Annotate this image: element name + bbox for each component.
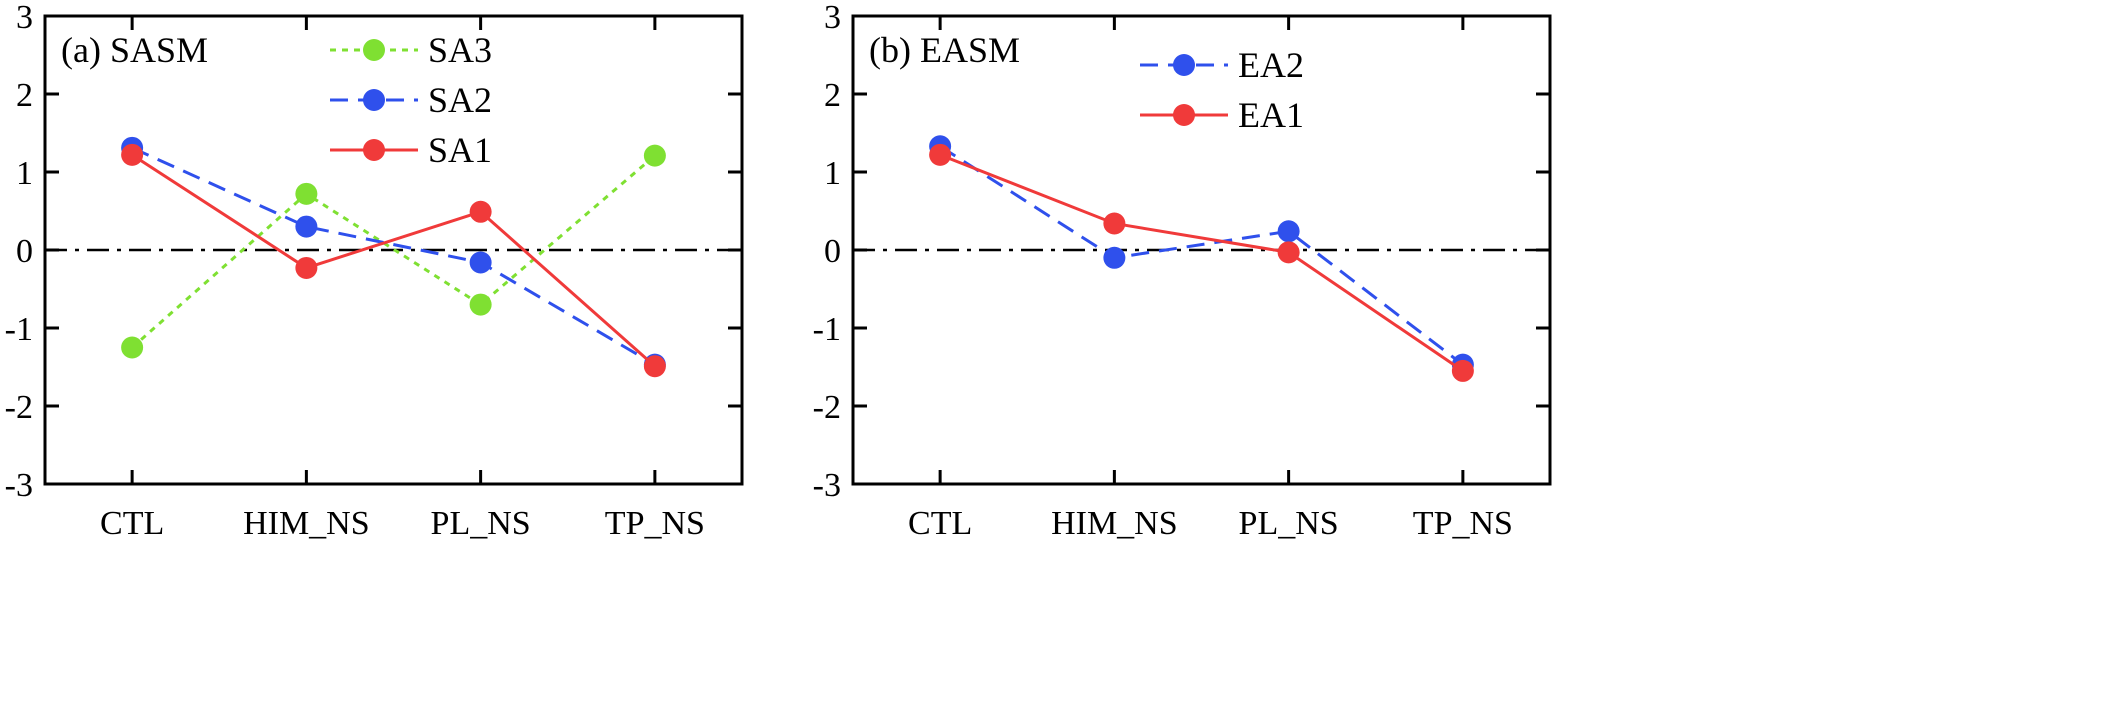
- panel-title: (b) EASM: [869, 30, 1020, 70]
- legend-label-sa3: SA3: [428, 30, 492, 70]
- panel-title: (a) SASM: [61, 30, 208, 70]
- x-tick-label: HIM_NS: [1051, 505, 1178, 542]
- x-tick-label: TP_NS: [1413, 505, 1513, 542]
- data-point-sa3: [469, 293, 492, 316]
- y-tick-label: 1: [824, 155, 841, 192]
- data-point-ea1: [1277, 241, 1300, 264]
- legend-marker-sa1: [363, 139, 385, 161]
- y-tick-label: -3: [813, 467, 841, 504]
- y-tick-label: -1: [813, 311, 841, 348]
- y-tick-label: -1: [5, 311, 33, 348]
- legend-marker-ea1: [1173, 104, 1195, 126]
- x-tick-label: CTL: [100, 505, 164, 542]
- y-tick-label: 3: [16, 0, 33, 36]
- data-point-sa3: [295, 182, 318, 205]
- y-tick-label: -2: [813, 389, 841, 426]
- x-tick-label: PL_NS: [1239, 505, 1339, 542]
- panel-b-easm: 3 2 1 0 -1 -2 -3 CTL HIM_NS PL_NS TP_NS (b) EASM EA2…: [813, 0, 1552, 542]
- series-line-sa2: [131, 146, 656, 366]
- y-tick-label: 0: [16, 233, 33, 270]
- legend-label-ea1: EA1: [1238, 95, 1304, 135]
- y-tick-label: -2: [5, 389, 33, 426]
- legend-label-sa1: SA1: [428, 130, 492, 170]
- y-tick-label: -3: [5, 467, 33, 504]
- y-tick-label: 3: [824, 0, 841, 36]
- legend-label-ea2: EA2: [1238, 45, 1304, 85]
- x-tick-label: TP_NS: [605, 505, 705, 542]
- legend-marker-ea2: [1173, 54, 1195, 76]
- data-point-sa1: [469, 200, 492, 223]
- legend-marker-sa3: [363, 39, 385, 61]
- series-line-ea1: [939, 153, 1464, 373]
- x-tick-label: CTL: [908, 505, 972, 542]
- data-point-sa3: [643, 144, 666, 167]
- y-tick-label: 2: [824, 77, 841, 114]
- legend-marker-sa2: [363, 89, 385, 111]
- data-point-ea2: [1103, 246, 1126, 269]
- data-point-sa2: [295, 215, 318, 238]
- x-tick-label: PL_NS: [431, 505, 531, 542]
- series-line-sa3: [131, 154, 656, 349]
- y-tick-label: 2: [16, 77, 33, 114]
- data-point-sa1: [295, 256, 318, 279]
- y-tick-label: 0: [824, 233, 841, 270]
- series-line-sa1: [131, 153, 656, 368]
- data-point-ea1: [929, 143, 952, 166]
- data-point-sa2: [469, 251, 492, 274]
- data-point-sa1: [643, 355, 666, 378]
- data-point-sa3: [121, 336, 144, 359]
- x-tick-label: HIM_NS: [243, 505, 370, 542]
- legend-label-sa2: SA2: [428, 80, 492, 120]
- series-line-ea2: [939, 144, 1464, 366]
- data-point-ea1: [1451, 359, 1474, 382]
- data-point-ea1: [1103, 212, 1126, 235]
- data-point-sa1: [121, 143, 144, 166]
- data-point-ea2: [1277, 220, 1300, 243]
- panel-a-sasm: 3 2 1 0 -1 -2 -3 CTL HIM_NS PL_NS TP_NS (a) SASM SA3…: [5, 0, 744, 542]
- y-tick-label: 1: [16, 155, 33, 192]
